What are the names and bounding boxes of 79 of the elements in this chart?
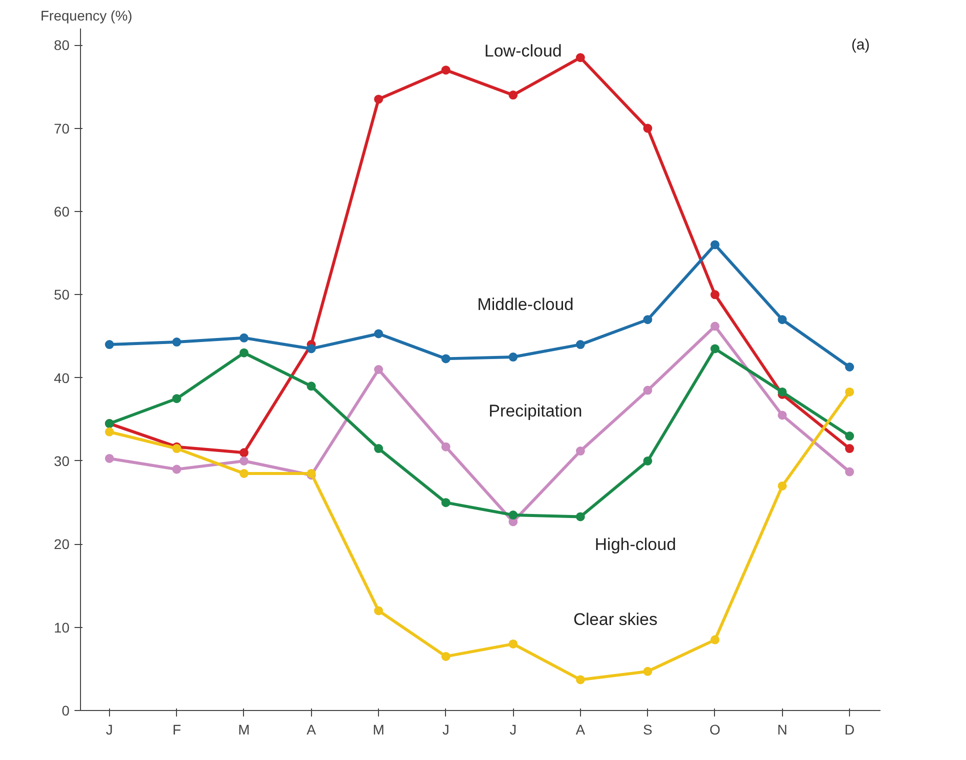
x-tick-label: M xyxy=(372,722,384,738)
point xyxy=(710,344,720,354)
point xyxy=(643,315,652,324)
point xyxy=(374,94,384,104)
point xyxy=(441,354,450,364)
point xyxy=(845,467,854,476)
point xyxy=(643,124,652,133)
point xyxy=(508,90,518,100)
text: Clear skies xyxy=(573,610,658,630)
point xyxy=(441,652,450,661)
x-tick-label: J xyxy=(510,722,517,738)
y-tick-label: 0 xyxy=(62,702,70,718)
point xyxy=(576,675,585,684)
y-tick-label: 30 xyxy=(54,452,70,469)
point xyxy=(845,444,854,454)
series-label: High-cloud xyxy=(594,535,676,554)
x-tick-label: J xyxy=(106,722,113,738)
point xyxy=(441,498,450,508)
point xyxy=(508,639,518,648)
y-tick-label: 80 xyxy=(54,37,70,54)
point xyxy=(576,446,585,456)
point xyxy=(172,394,182,404)
point xyxy=(778,315,787,324)
point xyxy=(374,444,384,454)
x-tick-label: N xyxy=(777,722,788,738)
x-tick-label: M xyxy=(238,722,250,738)
point xyxy=(374,606,384,616)
point xyxy=(643,456,652,466)
x-tick-label: A xyxy=(306,722,317,738)
x-tick-label: F xyxy=(172,722,181,738)
point xyxy=(172,338,182,347)
point xyxy=(710,322,720,331)
point xyxy=(104,340,114,350)
point xyxy=(845,362,854,372)
point xyxy=(240,348,248,358)
y-tick-label: 50 xyxy=(54,286,70,303)
point xyxy=(508,352,518,362)
point xyxy=(778,481,787,490)
y-tick-label: 70 xyxy=(54,120,70,136)
x-tick-label: J xyxy=(442,722,450,738)
point xyxy=(441,442,450,452)
point xyxy=(441,66,450,75)
point xyxy=(374,365,384,374)
series-label: Middle-cloud xyxy=(477,295,574,314)
point xyxy=(845,432,854,441)
point xyxy=(778,410,787,420)
point xyxy=(576,53,585,62)
point xyxy=(306,344,316,354)
annotation: (a) xyxy=(851,36,870,54)
point xyxy=(710,635,720,644)
point xyxy=(306,382,316,391)
point xyxy=(240,333,248,342)
point xyxy=(576,340,585,350)
x-tick-label: S xyxy=(643,722,652,738)
point xyxy=(104,427,114,436)
y-tick-label: 60 xyxy=(54,203,70,220)
y-axis-title: Frequency (%) xyxy=(40,8,132,24)
point xyxy=(240,456,248,466)
point xyxy=(710,290,720,300)
series-label: Low-cloud xyxy=(484,42,562,61)
y-tick-label: 10 xyxy=(54,619,70,636)
point xyxy=(710,240,720,250)
point xyxy=(576,512,585,522)
point xyxy=(374,329,384,338)
series-label: Precipitation xyxy=(488,402,582,421)
point xyxy=(240,468,248,478)
point xyxy=(643,666,652,676)
point xyxy=(778,387,787,396)
point xyxy=(104,454,114,463)
point xyxy=(508,510,518,520)
point xyxy=(643,386,652,395)
x-tick-label: D xyxy=(844,722,855,738)
x-tick-label: O xyxy=(710,722,721,738)
point xyxy=(240,448,248,458)
y-tick-label: 40 xyxy=(54,370,70,386)
x-tick-label: A xyxy=(576,722,586,738)
y-tick-label: 20 xyxy=(54,536,70,552)
point xyxy=(845,387,854,396)
point xyxy=(172,464,182,474)
